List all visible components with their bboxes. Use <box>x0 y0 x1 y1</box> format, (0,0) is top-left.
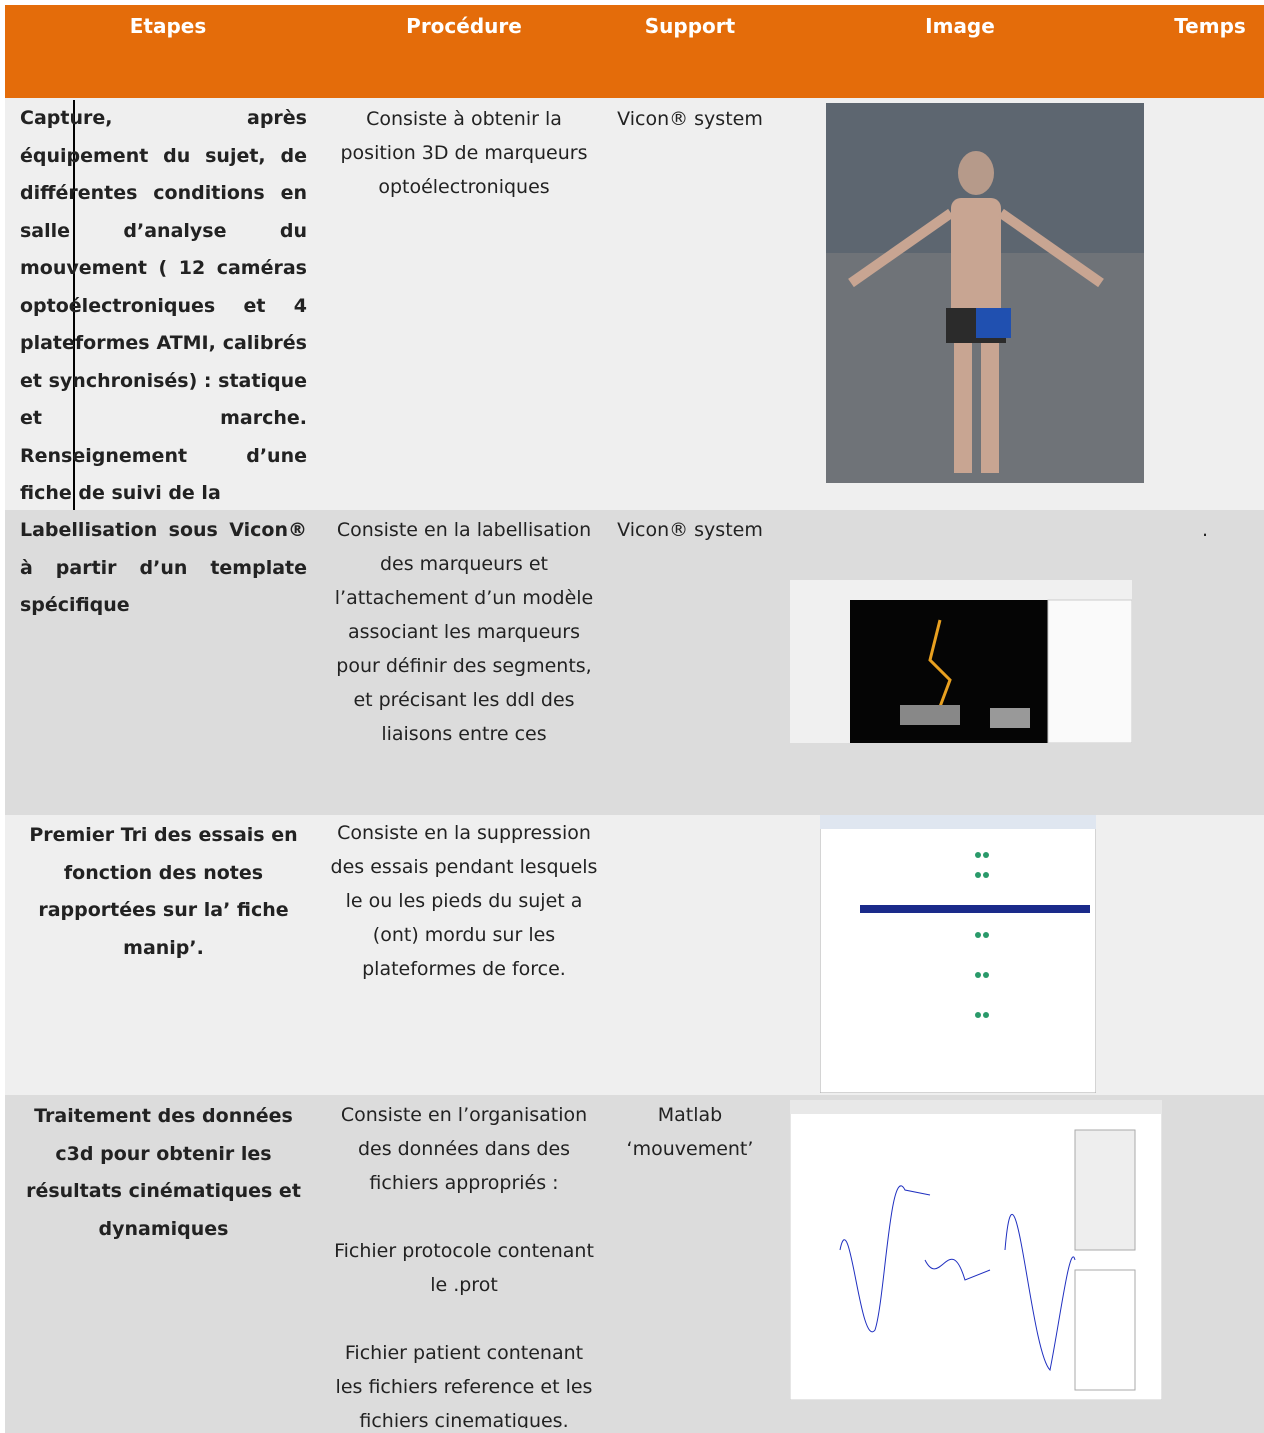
procedure-paragraph: Consiste à obtenir la position 3D de mar… <box>340 108 588 198</box>
procedure-cell: Consiste en l’organisation des données d… <box>330 1098 598 1428</box>
support-cell: Vicon® system <box>617 519 763 541</box>
header-cell: Temps <box>1174 14 1246 38</box>
support-cell: Matlab ‘mouvement’ <box>626 1104 754 1160</box>
procedure-cell: Consiste en la suppression des essais pe… <box>330 816 598 1091</box>
procedure-paragraph: Consiste en la suppression des essais pe… <box>330 822 598 980</box>
photo <box>826 103 1144 483</box>
header-cell: Image <box>925 14 995 38</box>
procedure-cell: Consiste en la labellisation des marqueu… <box>330 513 598 813</box>
etape-cell: Labellisation sous Vicon® à partir d’un … <box>20 519 307 616</box>
header-cell: Procédure <box>406 14 522 38</box>
support-cell: Vicon® system <box>617 108 763 130</box>
screenshot <box>820 815 1096 1093</box>
etape-cell: Capture, après équipement du sujet, de d… <box>20 107 307 504</box>
temps-cell: . <box>1201 519 1209 541</box>
procedure-paragraph: Consiste en la labellisation des marqueu… <box>334 519 594 745</box>
etape-cell: Premier Tri des essais en fonction des n… <box>29 824 298 959</box>
screenshot <box>790 580 1132 743</box>
procedure-paragraph: Fichier patient contenant les fichiers r… <box>335 1342 593 1428</box>
procedure-cell: Consiste à obtenir la position 3D de mar… <box>330 102 598 512</box>
header-cell: Support <box>644 14 736 38</box>
screenshot <box>790 1100 1162 1400</box>
procedure-paragraph: Consiste en l’organisation des données d… <box>340 1104 588 1194</box>
header-row <box>5 5 1264 98</box>
etape-cell: Traitement des données c3d pour obtenir … <box>26 1105 301 1240</box>
header-cell: Etapes <box>129 14 207 38</box>
cursor-line <box>73 100 75 510</box>
procedure-paragraph: Fichier protocole contenant le .prot <box>334 1240 594 1296</box>
